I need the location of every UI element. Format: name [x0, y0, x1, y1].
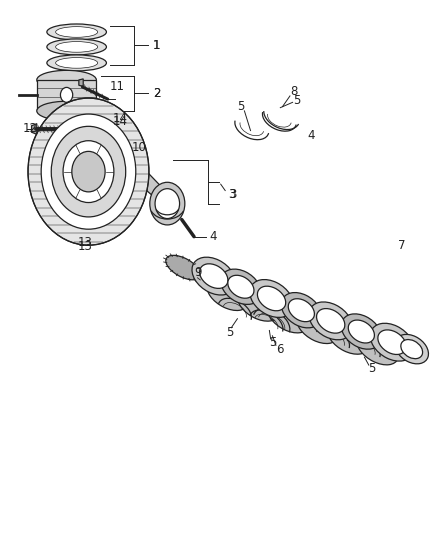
- Ellipse shape: [115, 149, 127, 163]
- Ellipse shape: [72, 151, 105, 192]
- Ellipse shape: [155, 189, 180, 219]
- Ellipse shape: [63, 141, 114, 203]
- Text: 2: 2: [153, 87, 161, 100]
- Ellipse shape: [228, 275, 254, 298]
- Text: 9: 9: [194, 266, 202, 279]
- Bar: [37, 80, 96, 111]
- Text: 13: 13: [78, 236, 93, 249]
- Ellipse shape: [200, 264, 228, 288]
- Ellipse shape: [281, 293, 321, 328]
- Ellipse shape: [268, 300, 309, 333]
- Polygon shape: [32, 124, 37, 134]
- Ellipse shape: [221, 269, 261, 304]
- Text: 5: 5: [226, 326, 233, 338]
- Ellipse shape: [56, 42, 98, 52]
- Ellipse shape: [328, 321, 369, 354]
- Ellipse shape: [110, 143, 131, 168]
- Ellipse shape: [47, 39, 106, 55]
- Ellipse shape: [317, 309, 345, 333]
- Ellipse shape: [56, 27, 98, 37]
- Ellipse shape: [341, 314, 381, 349]
- Ellipse shape: [37, 70, 96, 90]
- Text: 5: 5: [269, 336, 276, 349]
- Ellipse shape: [192, 257, 236, 295]
- Ellipse shape: [60, 87, 73, 102]
- Ellipse shape: [150, 182, 185, 225]
- Text: 1: 1: [153, 39, 161, 52]
- Text: 5: 5: [237, 100, 244, 113]
- Ellipse shape: [238, 288, 279, 321]
- Ellipse shape: [207, 278, 248, 311]
- Text: 14: 14: [113, 115, 128, 128]
- Text: 7: 7: [398, 239, 406, 252]
- Text: 11: 11: [110, 80, 125, 93]
- Text: 10: 10: [132, 141, 147, 154]
- Ellipse shape: [37, 101, 96, 120]
- Ellipse shape: [250, 280, 293, 317]
- Text: 2: 2: [153, 87, 161, 100]
- Ellipse shape: [401, 340, 423, 359]
- Ellipse shape: [370, 324, 414, 361]
- Ellipse shape: [395, 334, 428, 364]
- Text: 3: 3: [230, 188, 237, 200]
- Ellipse shape: [297, 311, 338, 344]
- Ellipse shape: [378, 330, 406, 354]
- Text: 12: 12: [22, 123, 37, 135]
- Text: 4: 4: [307, 129, 315, 142]
- Ellipse shape: [56, 58, 98, 68]
- Text: 6: 6: [276, 343, 283, 356]
- Ellipse shape: [166, 255, 201, 280]
- Text: 1: 1: [153, 39, 161, 52]
- Ellipse shape: [41, 114, 136, 229]
- Polygon shape: [79, 79, 83, 86]
- Text: 5: 5: [293, 94, 300, 107]
- Text: 4: 4: [209, 230, 217, 243]
- Text: 13: 13: [78, 240, 93, 253]
- Ellipse shape: [28, 98, 149, 245]
- Text: 5: 5: [368, 362, 375, 375]
- Text: 3: 3: [229, 188, 236, 200]
- Text: 14: 14: [113, 112, 128, 125]
- Ellipse shape: [348, 320, 374, 343]
- Ellipse shape: [357, 332, 398, 365]
- Ellipse shape: [47, 55, 106, 71]
- Ellipse shape: [288, 298, 314, 322]
- Ellipse shape: [51, 126, 126, 217]
- Ellipse shape: [47, 24, 106, 40]
- Ellipse shape: [309, 302, 353, 340]
- Polygon shape: [115, 152, 172, 208]
- Text: 8: 8: [290, 85, 297, 98]
- Ellipse shape: [258, 286, 286, 311]
